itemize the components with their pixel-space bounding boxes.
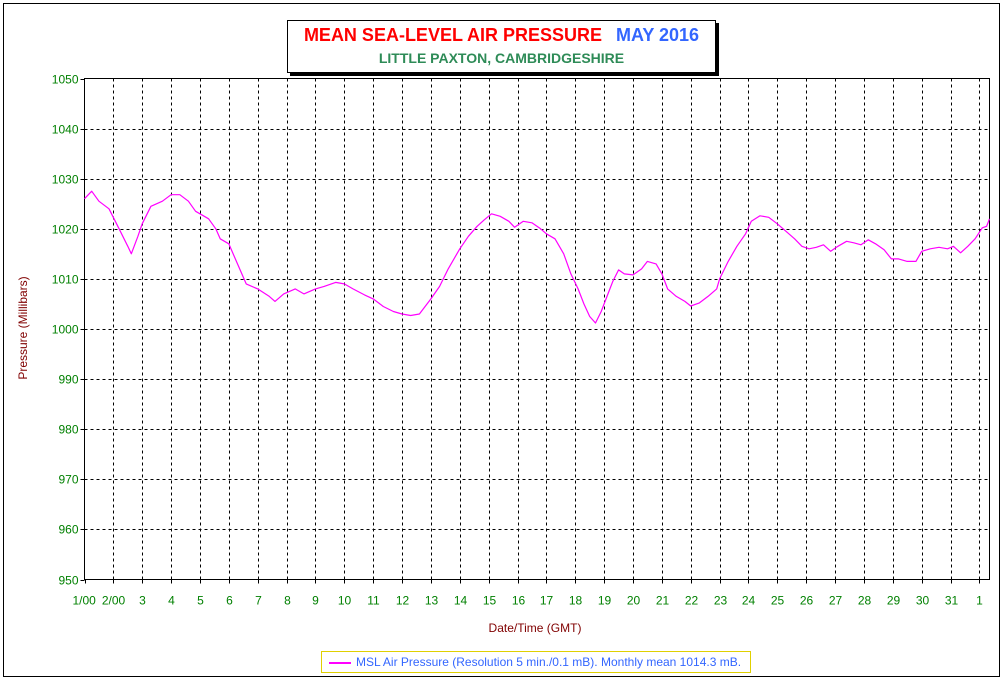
x-tick-label: 30	[916, 594, 930, 608]
x-tick-label: 15	[483, 594, 497, 608]
y-tick-label: 990	[58, 373, 78, 387]
x-axis-ticks: 1/00 2/00 3 4 5 6 7 8 9 10 11 12 13 14 15 16 17 18 19 20 21 2…	[73, 579, 983, 608]
chart-title-box: MEAN SEA-LEVEL AIR PRESSURE MAY 2016 LITT…	[287, 20, 716, 73]
y-tick-label: 1010	[52, 273, 79, 287]
chart-title: MEAN SEA-LEVEL AIR PRESSURE	[303, 25, 602, 45]
x-tick-label: 17	[540, 594, 554, 608]
series-layer	[84, 190, 991, 324]
x-tick-label: 4	[168, 594, 175, 608]
legend: MSL Air Pressure (Resolution 5 min./0.1 …	[321, 651, 751, 673]
x-tick-label: 10	[338, 594, 352, 608]
y-tick-label: 960	[58, 523, 78, 537]
x-tick-label: 8	[284, 594, 291, 608]
x-tick-label: 19	[598, 594, 612, 608]
x-tick-label: 7	[255, 594, 262, 608]
x-tick-label: 20	[627, 594, 641, 608]
x-tick-label: 29	[887, 594, 901, 608]
grid-lines	[84, 78, 990, 580]
x-axis-label: Date/Time (GMT)	[489, 621, 582, 635]
x-tick-label: 14	[454, 594, 468, 608]
x-tick-label: 27	[829, 594, 843, 608]
x-tick-label: 21	[656, 594, 670, 608]
y-tick-label: 1050	[52, 73, 79, 87]
chart-title-period: MAY 2016	[615, 25, 700, 45]
legend-entry: MSL Air Pressure (Resolution 5 min./0.1 …	[356, 655, 742, 669]
y-tick-label: 1000	[52, 323, 79, 337]
x-tick-label: 31	[945, 594, 959, 608]
y-tick-label: 1030	[52, 173, 79, 187]
x-tick-label: 28	[858, 594, 872, 608]
y-tick-label: 1020	[52, 223, 79, 237]
chart-frame	[3, 3, 1000, 677]
y-tick-label: 980	[58, 423, 78, 437]
legend-swatch-line	[329, 662, 351, 664]
x-tick-label: 23	[714, 594, 728, 608]
x-tick-label: 25	[771, 594, 785, 608]
x-tick-label: 1/00	[73, 594, 97, 608]
x-tick-label: 13	[425, 594, 439, 608]
series-line-msl-pressure	[84, 190, 991, 324]
x-tick-label: 24	[742, 594, 756, 608]
y-axis-label: Pressure (Millibars)	[16, 276, 30, 379]
title-line: MEAN SEA-LEVEL AIR PRESSURE MAY 2016	[288, 25, 715, 46]
y-axis-ticks: 1050 1040 1030 1020 1010 1000 990 980 970 960 950	[52, 73, 85, 588]
x-tick-label: 26	[800, 594, 814, 608]
chart-subtitle: LITTLE PAXTON, CAMBRIDGESHIRE	[378, 50, 625, 66]
x-tick-label: 3	[139, 594, 146, 608]
x-tick-label: 2/00	[102, 594, 126, 608]
x-tick-label: 6	[226, 594, 233, 608]
y-tick-label: 950	[58, 574, 78, 588]
x-tick-label: 5	[197, 594, 204, 608]
y-tick-label: 1040	[52, 123, 79, 137]
x-tick-label: 22	[685, 594, 699, 608]
x-tick-label: 11	[367, 594, 380, 608]
x-tick-label: 12	[396, 594, 410, 608]
x-tick-label: 16	[512, 594, 526, 608]
x-tick-label: 1	[976, 594, 983, 608]
x-tick-label: 9	[312, 594, 319, 608]
y-tick-label: 970	[58, 473, 78, 487]
x-tick-label: 18	[569, 594, 583, 608]
